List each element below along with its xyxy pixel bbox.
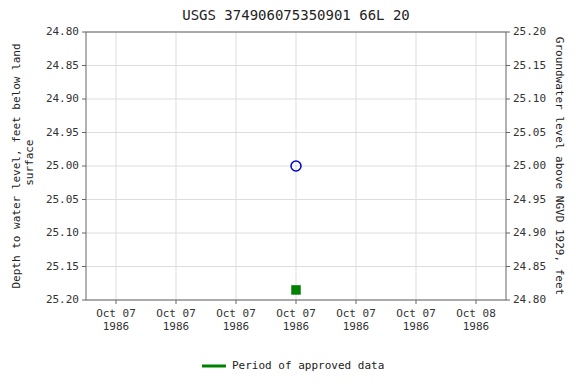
grid-line-x bbox=[116, 32, 117, 300]
y2-tick bbox=[506, 266, 510, 267]
point bbox=[292, 286, 300, 294]
x-tick bbox=[356, 300, 357, 304]
marks bbox=[291, 161, 301, 294]
y-axis-label-line: Depth to water level, feet below land bbox=[10, 43, 23, 288]
x-tick-label-line: Oct 07 bbox=[96, 307, 136, 320]
y-tick bbox=[82, 266, 86, 267]
y-tick bbox=[82, 166, 86, 167]
y2-axis-label: Groundwater level above NGVD 1929, feet bbox=[553, 37, 566, 295]
y-tick-label: 24.80 bbox=[46, 25, 79, 38]
x-tick bbox=[476, 300, 477, 304]
x-tick-label-line: 1986 bbox=[403, 320, 430, 333]
y-tick-label: 24.95 bbox=[46, 126, 79, 139]
x-tick bbox=[296, 300, 297, 304]
y-tick-label: 25.05 bbox=[46, 193, 79, 206]
chart: 24.80 24.85 24.90 24.95 25.00 25.05 25.10 25.15… bbox=[0, 0, 576, 384]
x-tick-label-line: 1986 bbox=[163, 320, 190, 333]
x-tick-label: Oct 071986 bbox=[276, 307, 316, 333]
y2-tick-label: 24.85 bbox=[513, 260, 546, 273]
legend-swatch bbox=[202, 365, 226, 368]
y2-tick-label: 25.10 bbox=[513, 92, 546, 105]
grid-line-x bbox=[416, 32, 417, 300]
x-tick-label-line: 1986 bbox=[283, 320, 310, 333]
x-tick-label: Oct 081986 bbox=[456, 307, 496, 333]
legend: Period of approved data bbox=[202, 359, 384, 372]
x-tick-label-line: Oct 07 bbox=[396, 307, 436, 320]
grid bbox=[86, 32, 506, 300]
x-axis: Oct 071986Oct 071986Oct 071986Oct 071986… bbox=[96, 300, 496, 333]
y-tick bbox=[82, 132, 86, 133]
y2-tick bbox=[506, 99, 510, 100]
y2-tick bbox=[506, 199, 510, 200]
y2-axis-label-line: Groundwater level above NGVD 1929, feet bbox=[553, 37, 566, 295]
plot-frame bbox=[86, 32, 506, 300]
x-tick-label-line: 1986 bbox=[343, 320, 370, 333]
y2-tick bbox=[506, 300, 510, 301]
x-tick-label: Oct 071986 bbox=[336, 307, 376, 333]
point bbox=[291, 161, 301, 171]
y-tick-label: 25.00 bbox=[46, 159, 79, 172]
y-tick-label: 25.15 bbox=[46, 260, 79, 273]
x-tick-label-line: Oct 07 bbox=[216, 307, 256, 320]
x-tick-label: Oct 071986 bbox=[96, 307, 136, 333]
y-tick bbox=[82, 99, 86, 100]
y-tick-label: 24.85 bbox=[46, 59, 79, 72]
y-tick bbox=[82, 233, 86, 234]
y-axis-label-line: surface bbox=[23, 140, 36, 193]
y2-tick bbox=[506, 65, 510, 66]
x-tick-label-line: 1986 bbox=[463, 320, 490, 333]
y-axis-label: Depth to water level, feet below land su… bbox=[10, 43, 36, 288]
y2-tick bbox=[506, 32, 510, 33]
y2-tick bbox=[506, 233, 510, 234]
title: USGS 374906075350901 66L 20 bbox=[182, 7, 410, 23]
x-tick bbox=[116, 300, 117, 304]
x-tick-label-line: 1986 bbox=[103, 320, 130, 333]
y2-tick-label: 25.05 bbox=[513, 126, 546, 139]
grid-line-x bbox=[476, 32, 477, 300]
y-tick-label: 24.90 bbox=[46, 92, 79, 105]
x-tick-label: Oct 071986 bbox=[396, 307, 436, 333]
y2-axis: 24.80 24.85 24.90 24.95 25.00 25.05 25.10 25.15… bbox=[506, 25, 546, 306]
y2-tick bbox=[506, 132, 510, 133]
x-tick bbox=[416, 300, 417, 304]
x-tick bbox=[176, 300, 177, 304]
y-tick bbox=[82, 32, 86, 33]
x-tick-label-line: Oct 07 bbox=[156, 307, 196, 320]
y2-tick-label: 25.00 bbox=[513, 159, 546, 172]
background bbox=[0, 0, 576, 384]
y2-tick-label: 25.20 bbox=[513, 25, 546, 38]
y-axis: 24.80 24.85 24.90 24.95 25.00 25.05 25.10 25.15… bbox=[46, 25, 86, 306]
y-tick-label: 25.10 bbox=[46, 226, 79, 239]
y2-tick-label: 24.80 bbox=[513, 293, 546, 306]
y-tick-label: 25.20 bbox=[46, 293, 79, 306]
grid-line-x bbox=[296, 32, 297, 300]
grid-line-x bbox=[176, 32, 177, 300]
grid-line-x bbox=[236, 32, 237, 300]
x-tick-label-line: 1986 bbox=[223, 320, 250, 333]
x-tick bbox=[236, 300, 237, 304]
x-tick-label: Oct 071986 bbox=[216, 307, 256, 333]
y-tick bbox=[82, 300, 86, 301]
y2-tick-label: 24.95 bbox=[513, 193, 546, 206]
legend-label: Period of approved data bbox=[232, 359, 384, 372]
x-tick-label-line: Oct 07 bbox=[276, 307, 316, 320]
x-tick-label-line: Oct 08 bbox=[456, 307, 496, 320]
grid-line-x bbox=[356, 32, 357, 300]
y-tick bbox=[82, 199, 86, 200]
y2-tick bbox=[506, 166, 510, 167]
y2-tick-label: 24.90 bbox=[513, 226, 546, 239]
y-tick bbox=[82, 65, 86, 66]
x-tick-label: Oct 071986 bbox=[156, 307, 196, 333]
x-tick-label-line: Oct 07 bbox=[336, 307, 376, 320]
y2-tick-label: 25.15 bbox=[513, 59, 546, 72]
